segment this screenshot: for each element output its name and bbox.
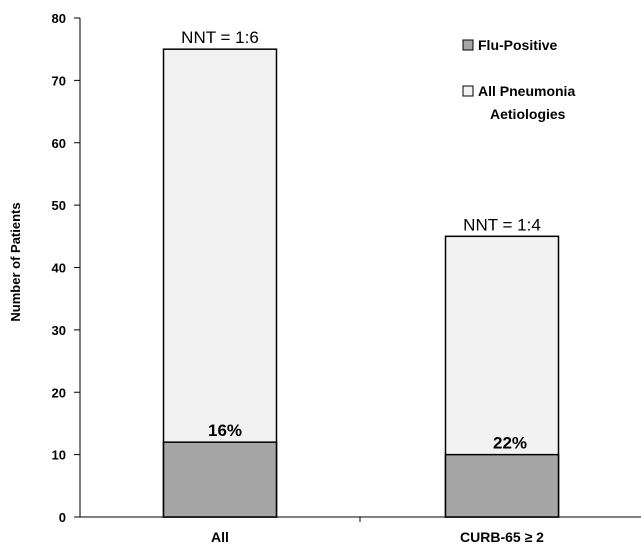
legend: Flu-Positive All Pneumonia Aetiologies — [462, 37, 575, 122]
y-tick-label: 0 — [59, 510, 66, 525]
y-tick-label: 40 — [52, 261, 66, 276]
y-tick-label: 30 — [52, 323, 66, 338]
annotations: NNT = 1:6 16% NNT = 1:4 22% — [181, 28, 541, 452]
bar-flu-positive — [444, 453, 560, 518]
x-tick-label: CURB-65 ≥ 2 — [460, 529, 544, 545]
x-tick-label: All — [211, 529, 229, 545]
x-tick-labels: All CURB-65 ≥ 2 — [211, 529, 544, 545]
legend-swatch-all-pneumonia — [462, 85, 474, 97]
percent-label: 16% — [208, 421, 242, 440]
y-tick-label: 50 — [52, 198, 66, 213]
y-ticks: 0 10 20 30 40 50 60 70 80 — [52, 11, 80, 525]
legend-label-aetiologies: Aetiologies — [490, 106, 566, 122]
y-axis-label: Number of Patients — [8, 202, 23, 321]
bar-flu-positive — [162, 441, 278, 518]
nnt-label: NNT = 1:6 — [181, 28, 259, 47]
y-tick-label: 70 — [52, 73, 66, 88]
bars — [162, 48, 560, 518]
y-tick-label: 20 — [52, 385, 66, 400]
legend-swatch-flu-positive — [462, 39, 474, 51]
y-tick-label: 60 — [52, 136, 66, 151]
y-tick-label: 80 — [52, 11, 66, 26]
nnt-label: NNT = 1:4 — [463, 215, 541, 234]
percent-label: 22% — [493, 434, 527, 453]
y-tick-label: 10 — [52, 448, 66, 463]
legend-label-all-pneumonia: All Pneumonia — [478, 83, 575, 99]
legend-label-flu-positive: Flu-Positive — [478, 37, 558, 53]
bar-all-pneumonia — [162, 48, 278, 518]
